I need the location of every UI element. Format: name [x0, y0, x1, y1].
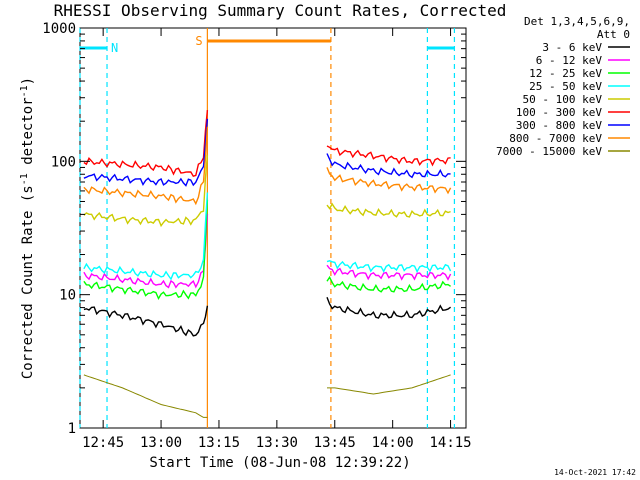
- legend-label-6: 300 - 800 keV: [516, 119, 602, 132]
- x-axis-ticks: 12:45 13:00 13:15 13:30 13:45 14:00 14:15: [82, 28, 472, 451]
- legend-label-7: 800 - 7000 keV: [509, 132, 602, 145]
- legend-label-3: 25 - 50 keV: [529, 80, 602, 93]
- x-tick-label: 12:45: [82, 435, 124, 451]
- legend-label-1: 6 - 12 keV: [536, 54, 603, 67]
- legend-label-2: 12 - 25 keV: [529, 67, 602, 80]
- y-axis-ticks: 1 10 100 1000: [42, 21, 466, 437]
- series-line-6: [83, 118, 209, 187]
- x-tick-label: 13:30: [256, 435, 298, 451]
- series-line-1: [326, 264, 452, 281]
- series-line-6: [326, 153, 451, 179]
- series-line-0: [83, 305, 209, 337]
- flag-label: N: [111, 41, 118, 55]
- x-tick-label: 13:00: [140, 435, 182, 451]
- series-line-1: [83, 213, 209, 289]
- series-line-5: [326, 145, 451, 167]
- x-tick-label: 13:15: [198, 435, 240, 451]
- y-tick-label: 100: [51, 154, 76, 170]
- x-axis-label: Start Time (08-Jun-08 12:39:22): [149, 455, 410, 471]
- x-tick-label: 14:00: [372, 435, 414, 451]
- series-line-0: [326, 297, 452, 319]
- series-line-4: [326, 202, 451, 218]
- series-line-8: [83, 374, 208, 418]
- y-axis-label: Corrected Count Rate (s-1 detector-1): [19, 77, 36, 379]
- series-lines: [83, 110, 452, 418]
- legend-header-line-2: Att 0: [597, 28, 630, 41]
- series-line-4: [83, 154, 209, 228]
- legend-label-0: 3 - 6 keV: [542, 41, 602, 54]
- flag-label: S: [195, 34, 202, 48]
- series-line-3: [326, 260, 452, 274]
- y-tick-label: 10: [59, 288, 76, 304]
- legend-label-8: 7000 - 15000 keV: [496, 145, 602, 158]
- series-line-3: [83, 192, 209, 281]
- legend-label-4: 50 - 100 keV: [523, 93, 603, 106]
- legend-label-5: 100 - 300 keV: [516, 106, 602, 119]
- series-line-5: [83, 110, 209, 178]
- series-line-7: [326, 167, 452, 195]
- chart-title: RHESSI Observing Summary Count Rates, Co…: [54, 1, 507, 20]
- footer-timestamp: 14-Oct-2021 17:42: [554, 468, 636, 477]
- x-tick-label: 13:45: [314, 435, 356, 451]
- series-line-7: [83, 126, 209, 206]
- series-line-2: [83, 199, 209, 301]
- series-line-2: [326, 275, 451, 293]
- series-line-8: [327, 374, 451, 395]
- y-tick-label: 1: [68, 421, 76, 437]
- x-tick-label: 14:15: [429, 435, 471, 451]
- y-tick-label: 1000: [42, 21, 76, 37]
- legend-header-line-1: Det 1,3,4,5,6,9,: [524, 15, 630, 28]
